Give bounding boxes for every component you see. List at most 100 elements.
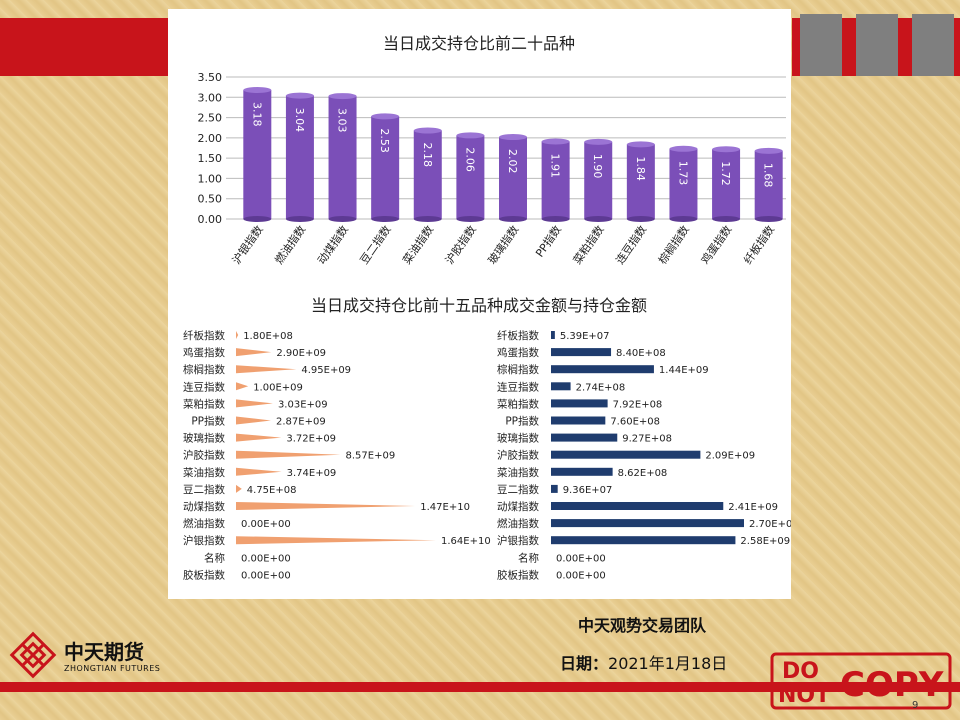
bar-row: 胶板指数 0.00E+00 bbox=[497, 568, 606, 581]
bar bbox=[236, 433, 282, 442]
bar-value-label: 3.74E+09 bbox=[287, 468, 337, 479]
x-category-label: 动煤指数 bbox=[314, 223, 351, 267]
bar-value-label: 0.00E+00 bbox=[241, 570, 291, 581]
bar bbox=[584, 141, 613, 219]
bar bbox=[626, 144, 655, 219]
bar-value-label: 2.90E+09 bbox=[276, 348, 326, 359]
bar-value-label: 3.04 bbox=[293, 108, 306, 133]
bar-row: 连豆指数 2.74E+08 bbox=[497, 380, 625, 393]
y-category-label: 名称 bbox=[204, 551, 225, 564]
bar bbox=[236, 348, 272, 357]
bar-row: 连豆指数 1.00E+09 bbox=[183, 380, 303, 393]
bar-cap bbox=[371, 113, 400, 120]
header-band-left bbox=[0, 18, 168, 76]
y-category-label: 沪银指数 bbox=[183, 534, 225, 547]
chart-panel: 当日成交持仓比前二十品种 3.50 3.00 2.50 2.00 1.50 1.00 0.5… bbox=[168, 9, 799, 599]
bar bbox=[712, 149, 741, 219]
bar-group: 1.73 棕榈指数 bbox=[655, 145, 698, 267]
bar bbox=[551, 433, 618, 442]
bar-cap bbox=[285, 92, 314, 99]
bar-value-label: 2.70E+09 bbox=[749, 519, 791, 530]
date-label: 日期： bbox=[560, 654, 609, 673]
y-category-label: 鸡蛋指数 bbox=[497, 346, 539, 359]
x-category-label: 菜粕指数 bbox=[570, 223, 607, 267]
y-category-label: 动煤指数 bbox=[497, 500, 539, 513]
bar-value-label: 2.41E+09 bbox=[728, 502, 778, 513]
bar-row: 菜油指数 8.62E+08 bbox=[497, 466, 667, 479]
bar bbox=[236, 484, 242, 493]
bar-row: 燃油指数 0.00E+00 bbox=[183, 517, 291, 530]
bar-value-label: 4.75E+08 bbox=[247, 485, 297, 496]
bar-value-label: 0.00E+00 bbox=[241, 519, 291, 530]
bar bbox=[551, 416, 606, 425]
y-category-label: 纤板指数 bbox=[497, 329, 539, 342]
bar bbox=[551, 502, 724, 510]
bar-value-label: 3.03E+09 bbox=[278, 399, 328, 410]
bar-value-label: 2.02 bbox=[506, 149, 519, 174]
bar-value-label: 4.95E+09 bbox=[301, 365, 351, 376]
bar-value-label: 2.58E+09 bbox=[740, 536, 790, 547]
report-date: 日期：2021年1月18日 bbox=[560, 650, 727, 674]
stamp-line1: DO bbox=[782, 659, 819, 684]
bar-row: 燃油指数 2.70E+09 bbox=[497, 517, 799, 530]
bar-base bbox=[413, 216, 442, 222]
y-tick-label: 1.00 bbox=[198, 172, 223, 185]
y-category-label: 纤板指数 bbox=[183, 329, 225, 342]
bar-value-label: 7.92E+08 bbox=[613, 399, 663, 410]
bar-value-label: 9.36E+07 bbox=[563, 485, 613, 496]
bar-row: 胶板指数 0.00E+00 bbox=[183, 568, 291, 581]
bar-value-label: 2.87E+09 bbox=[276, 417, 326, 428]
bar bbox=[236, 502, 416, 510]
bar-row: 名称 0.00E+00 bbox=[204, 551, 291, 564]
bar-row: 沪胶指数 2.09E+09 bbox=[497, 449, 755, 462]
y-category-label: 菜油指数 bbox=[183, 466, 225, 479]
bar-base bbox=[285, 216, 314, 222]
company-name-cn: 中天期货 bbox=[64, 640, 144, 664]
x-category-label: 豆二指数 bbox=[357, 223, 394, 267]
bar-row: 鸡蛋指数 2.90E+09 bbox=[183, 346, 326, 359]
company-name-en: ZHONGTIAN FUTURES bbox=[64, 664, 161, 673]
y-category-label: 菜粕指数 bbox=[183, 397, 225, 410]
page-number: 9 bbox=[912, 700, 919, 711]
bar-value-label: 3.72E+09 bbox=[286, 434, 336, 445]
bar-group: 2.18 菜油指数 bbox=[400, 127, 442, 267]
bar-value-label: 8.40E+08 bbox=[616, 348, 666, 359]
bar-cap bbox=[456, 132, 485, 139]
bar bbox=[551, 348, 612, 357]
bar-value-label: 0.00E+00 bbox=[556, 570, 606, 581]
bar-base bbox=[456, 216, 485, 222]
chart-canvas: 当日成交持仓比前二十品种 3.50 3.00 2.50 2.00 1.50 1.00 0.5… bbox=[183, 34, 799, 581]
y-category-label: 菜粕指数 bbox=[497, 397, 539, 410]
do-not-copy-stamp: DO NOT COPY bbox=[770, 652, 952, 710]
bar bbox=[236, 399, 273, 408]
bar-value-label: 2.74E+08 bbox=[576, 382, 626, 393]
y-category-label: 豆二指数 bbox=[183, 483, 225, 496]
bar-value-label: 1.44E+09 bbox=[659, 365, 709, 376]
bar-row: 菜油指数 3.74E+09 bbox=[183, 466, 336, 479]
bar-value-label: 1.84 bbox=[634, 156, 647, 181]
bar-base bbox=[584, 216, 613, 222]
bar bbox=[551, 484, 558, 493]
footer-band bbox=[0, 682, 960, 692]
bar-group: 1.91 PP指数 bbox=[532, 138, 570, 260]
header-square bbox=[856, 14, 898, 76]
x-category-label: 棕榈指数 bbox=[655, 223, 692, 267]
bar-row: 沪胶指数 8.57E+09 bbox=[183, 449, 395, 462]
y-category-label: 玻璃指数 bbox=[497, 432, 539, 445]
bar-cap bbox=[712, 146, 741, 153]
bar-row: 沪银指数 2.58E+09 bbox=[497, 534, 790, 547]
bar-value-label: 2.09E+09 bbox=[705, 451, 755, 462]
y-category-label: 鸡蛋指数 bbox=[183, 346, 225, 359]
bar bbox=[243, 89, 272, 220]
y-category-label: PP指数 bbox=[505, 415, 539, 428]
bar-row: 玻璃指数 3.72E+09 bbox=[183, 432, 336, 445]
bar-value-label: 1.00E+09 bbox=[253, 382, 303, 393]
bar bbox=[551, 536, 736, 545]
bar-base bbox=[499, 216, 527, 222]
bar-base bbox=[328, 216, 357, 222]
bar-cap bbox=[243, 86, 272, 93]
bar-row: 豆二指数 4.75E+08 bbox=[183, 483, 296, 496]
y-tick-label: 2.00 bbox=[198, 132, 223, 145]
x-category-label: 沪胶指数 bbox=[442, 223, 479, 267]
bar-value-label: 1.91 bbox=[549, 154, 562, 179]
